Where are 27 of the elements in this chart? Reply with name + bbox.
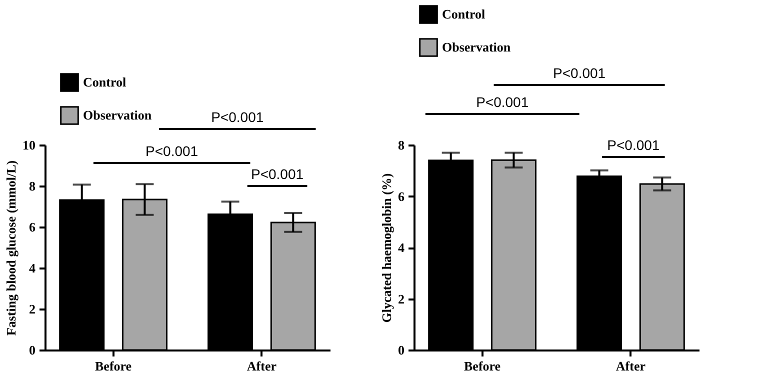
y-tick-label: 4 bbox=[29, 260, 36, 276]
y-tick-label: 4 bbox=[398, 240, 405, 255]
legend-label: Observation bbox=[442, 40, 512, 54]
legend-label: Control bbox=[442, 6, 486, 22]
y-tick-label: 0 bbox=[398, 342, 404, 358]
y-tick-label: 8 bbox=[398, 138, 405, 152]
y-tick-label: 0 bbox=[29, 342, 36, 358]
annotation: P<0.001 bbox=[250, 166, 304, 182]
legend-label: Observation bbox=[83, 108, 152, 122]
y-tick-label: 2 bbox=[29, 302, 36, 316]
y-tick-label: 10 bbox=[22, 138, 36, 152]
annotation: P<0.001 bbox=[146, 143, 198, 159]
x-tick-label: Before bbox=[464, 358, 501, 374]
y-tick-label: 6 bbox=[398, 188, 405, 204]
y-axis-title: Glycated haemoglobin (%) bbox=[379, 173, 394, 323]
text: P<0.001 bbox=[476, 94, 529, 110]
y-axis-title: Fasting blood glucose (mmol/L) bbox=[4, 160, 18, 336]
x-tick-label: After bbox=[246, 358, 277, 374]
text: P<0.001 bbox=[553, 65, 606, 81]
x-tick-label: After bbox=[616, 358, 646, 374]
y-tick-label: 8 bbox=[29, 178, 36, 194]
y-tick-label: 6 bbox=[29, 220, 36, 234]
text: P<0.001 bbox=[211, 109, 264, 125]
legend-label: Control bbox=[83, 74, 126, 90]
x-tick-label: Before bbox=[94, 358, 132, 374]
annotation: P<0.001 bbox=[607, 137, 660, 153]
y-tick-label: 2 bbox=[398, 291, 404, 306]
